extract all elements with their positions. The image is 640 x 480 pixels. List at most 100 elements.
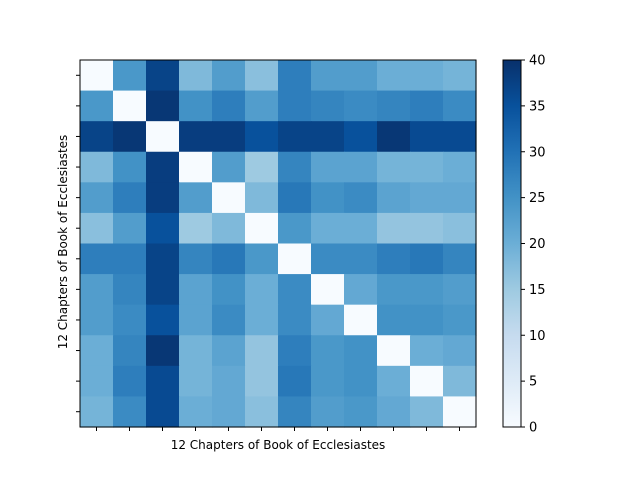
heatmap-cell [311,121,345,153]
heatmap-cell [410,121,444,153]
heatmap-cell [179,60,213,92]
heatmap-cell [278,121,312,153]
heatmap-cell [179,396,213,428]
heatmap-cell [245,243,279,275]
heatmap-cell [278,151,312,183]
heatmap-cell [80,274,114,306]
heatmap-cell [245,121,279,153]
colorbar-tick-label: 15 [529,283,546,298]
heatmap-cell [443,335,477,367]
heatmap-cell [344,396,378,428]
heatmap-cell [410,90,444,122]
x-axis-label: 12 Chapters of Book of Ecclesiastes [170,438,386,452]
heatmap-cell [146,212,180,245]
heatmap-cell [410,365,444,398]
heatmap-cell [344,335,378,367]
heatmap-cell [113,182,147,214]
heatmap-cell [311,243,345,275]
heatmap-cell [410,304,444,336]
heatmap-cell [443,121,477,153]
heatmap-cell [377,243,411,275]
heatmap-cell [179,90,213,122]
heatmap-cell [245,335,279,367]
heatmap-cell [113,212,147,245]
heatmap-cell [80,243,114,275]
heatmap-cell [311,365,345,398]
heatmap-cell [113,396,147,428]
heatmap-cell [377,212,411,245]
heatmap-cell [278,365,312,398]
heatmap-cell [80,151,114,183]
heatmap-cell [377,396,411,428]
heatmap-cell [443,60,477,92]
heatmap-cell [311,274,345,306]
heatmap-cell [377,335,411,367]
heatmap-cell [212,274,246,306]
heatmap-cell [344,274,378,306]
colorbar-tick-label: 0 [529,421,537,436]
heatmap-cell [113,121,147,153]
heatmap-cell [344,212,378,245]
heatmap-cell [113,304,147,336]
heatmap-cell [410,274,444,306]
heatmap-cell [278,304,312,336]
heatmap-cell [179,335,213,367]
heatmap-cell [344,151,378,183]
heatmap-cells [80,60,477,428]
heatmap-cell [113,274,147,306]
heatmap-cell [344,304,378,336]
heatmap-cell [80,212,114,245]
heatmap-cell [344,90,378,122]
heatmap-cell [278,396,312,428]
heatmap-cell [410,212,444,245]
heatmap-cell [179,121,213,153]
heatmap-cell [377,274,411,306]
heatmap-cell [212,243,246,275]
heatmap-cell [344,60,378,92]
axis-ticks [76,74,460,431]
heatmap-cell [278,335,312,367]
heatmap-cell [377,365,411,398]
heatmap-cell [146,121,180,153]
heatmap-cell [377,90,411,122]
heatmap-cell [443,304,477,336]
heatmap-cell [443,243,477,275]
heatmap-cell [146,182,180,214]
colorbar-tick-label: 40 [529,54,546,69]
heatmap-cell [80,396,114,428]
heatmap-cell [377,304,411,336]
heatmap-cell [311,90,345,122]
heatmap-cell [80,304,114,336]
heatmap-cell [410,396,444,428]
heatmap-cell [146,151,180,183]
heatmap-cell [179,274,213,306]
heatmap-cell [410,151,444,183]
colorbar-tick-label: 25 [529,191,546,206]
heatmap-cell [146,304,180,336]
heatmap-cell [113,60,147,92]
heatmap-cell [212,212,246,245]
heatmap-cell [443,90,477,122]
heatmap-cell [212,182,246,214]
heatmap-cell [179,304,213,336]
heatmap-cell [179,182,213,214]
heatmap-cell [212,121,246,153]
colorbar-ticks: 0 5 10 15 20 25 30 35 40 [521,54,546,436]
heatmap-cell [146,243,180,275]
colorbar-tick-label: 35 [529,99,546,114]
colorbar [502,59,522,428]
heatmap-cell [311,182,345,214]
heatmap-cell [344,121,378,153]
heatmap-cell [113,151,147,183]
heatmap-cell [146,365,180,398]
heatmap-cell [245,90,279,122]
heatmap-cell [443,396,477,428]
heatmap-cell [113,335,147,367]
colorbar-tick-label: 20 [529,237,546,252]
heatmap-cell [245,365,279,398]
heatmap-cell [80,60,114,92]
heatmap-cell [212,396,246,428]
heatmap-cell [443,274,477,306]
heatmap-cell [377,151,411,183]
